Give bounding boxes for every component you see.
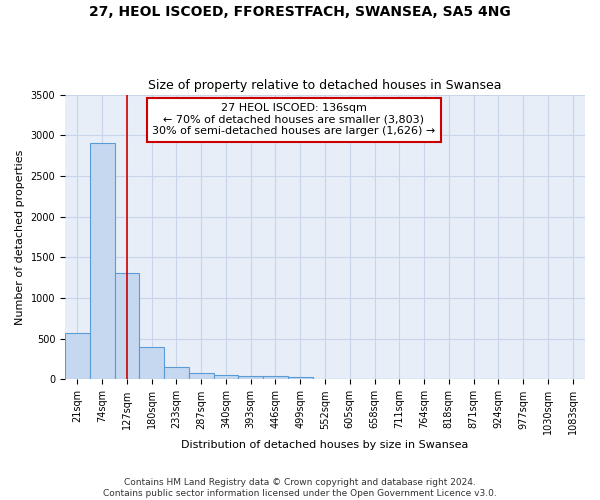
Bar [263,376,288,380]
Bar [115,273,139,380]
Text: Contains HM Land Registry data © Crown copyright and database right 2024.
Contai: Contains HM Land Registry data © Crown c… [103,478,497,498]
Title: Size of property relative to detached houses in Swansea: Size of property relative to detached ho… [148,79,502,92]
Bar [189,373,214,380]
Bar [65,333,90,380]
X-axis label: Distribution of detached houses by size in Swansea: Distribution of detached houses by size … [181,440,469,450]
Bar [214,375,238,380]
Bar [288,377,313,380]
Bar [238,376,263,380]
Bar [164,367,189,380]
Text: 27, HEOL ISCOED, FFORESTFACH, SWANSEA, SA5 4NG: 27, HEOL ISCOED, FFORESTFACH, SWANSEA, S… [89,5,511,19]
Bar [139,346,164,380]
Text: 27 HEOL ISCOED: 136sqm
← 70% of detached houses are smaller (3,803)
30% of semi-: 27 HEOL ISCOED: 136sqm ← 70% of detached… [152,103,436,136]
Bar [90,144,115,380]
Y-axis label: Number of detached properties: Number of detached properties [15,150,25,324]
